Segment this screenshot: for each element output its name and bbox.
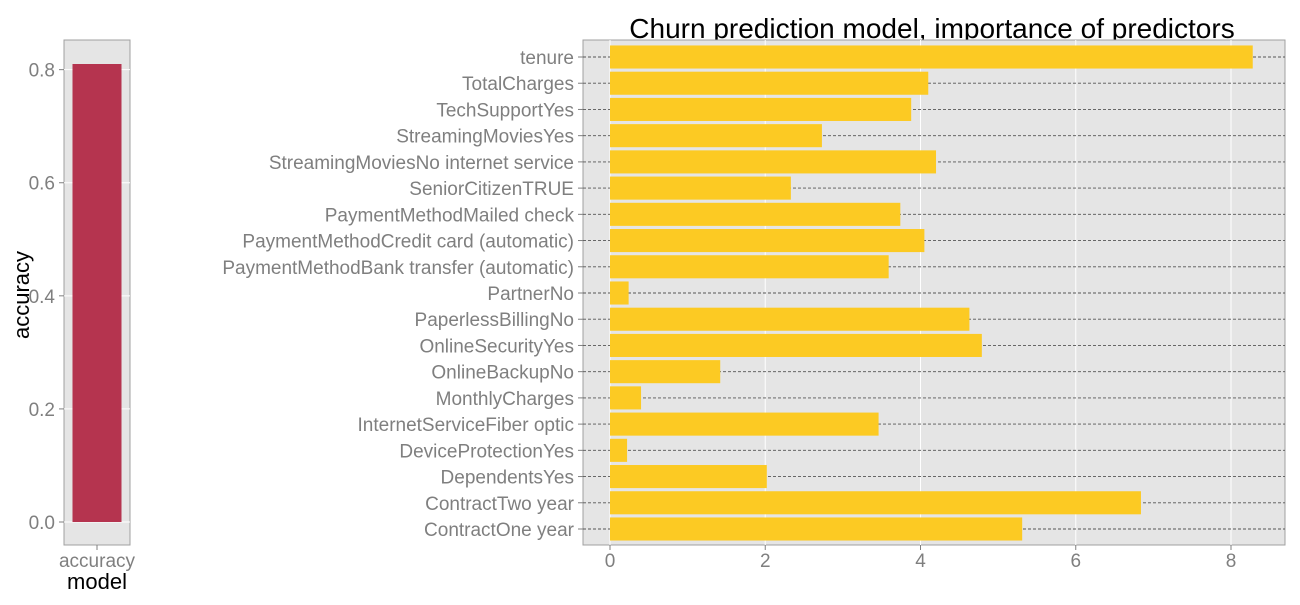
importance-y-tick-label: tenure xyxy=(520,48,574,69)
importance-y-tick-label: ContractOne year xyxy=(424,520,575,541)
importance-bars xyxy=(610,45,1253,541)
accuracy-y-tick-label: 0.2 xyxy=(29,400,55,421)
accuracy-y-tick-label: 0.6 xyxy=(29,174,55,195)
importance-bar xyxy=(610,229,925,253)
importance-y-ticks: tenure TotalCharges TechSupportYes Streamin… xyxy=(222,48,583,541)
importance-bar xyxy=(610,333,982,357)
accuracy-x-tick-label: accuracy xyxy=(59,551,136,572)
accuracy-y-axis-title: accuracy xyxy=(9,251,34,339)
importance-x-tick-label: 8 xyxy=(1226,551,1237,572)
importance-bar xyxy=(610,491,1141,515)
accuracy-y-tick-label: 0.8 xyxy=(29,61,55,82)
accuracy-x-axis-title: model xyxy=(67,569,127,594)
importance-y-tick-label: TechSupportYes xyxy=(436,100,574,121)
importance-bar xyxy=(610,255,889,279)
importance-bar xyxy=(610,360,721,384)
importance-x-tick-label: 6 xyxy=(1070,551,1081,572)
importance-bar xyxy=(610,517,1023,541)
importance-bar xyxy=(610,150,937,174)
accuracy-y-tick-label: 0.0 xyxy=(29,513,55,534)
importance-bar xyxy=(610,97,912,121)
importance-y-tick-label: StreamingMoviesNo internet service xyxy=(269,153,574,174)
accuracy-y-tick-label: 0.4 xyxy=(29,287,56,308)
chart-title: Churn prediction model, importance of pr… xyxy=(629,13,1234,44)
importance-y-tick-label: SeniorCitizenTRUE xyxy=(409,179,574,200)
importance-y-tick-label: PaperlessBillingNo xyxy=(415,310,574,331)
importance-bar xyxy=(610,71,929,95)
importance-bar xyxy=(610,124,822,148)
importance-bar xyxy=(610,281,629,305)
importance-y-tick-label: PaymentMethodMailed check xyxy=(325,205,575,226)
importance-y-tick-label: OnlineBackupNo xyxy=(431,363,574,384)
importance-y-tick-label: OnlineSecurityYes xyxy=(419,336,574,357)
accuracy-bars xyxy=(72,64,122,522)
importance-bar xyxy=(610,412,879,436)
accuracy-x-ticks: accuracy xyxy=(59,545,136,572)
importance-y-tick-label: TotalCharges xyxy=(462,74,574,95)
importance-x-tick-label: 0 xyxy=(605,551,616,572)
importance-x-ticks: 0 2 4 6 8 xyxy=(605,545,1237,572)
importance-y-tick-label: ContractTwo year xyxy=(425,494,575,515)
importance-chart: Churn prediction model, importance of pr… xyxy=(222,13,1286,572)
importance-bar xyxy=(610,386,642,410)
importance-bar xyxy=(610,176,791,200)
importance-bar xyxy=(610,202,901,226)
accuracy-bar xyxy=(72,64,122,522)
importance-y-tick-label: PartnerNo xyxy=(487,284,574,305)
accuracy-y-ticks: 0.0 0.2 0.4 0.6 0.8 xyxy=(29,61,64,534)
importance-bar xyxy=(610,465,767,489)
importance-y-tick-label: DeviceProtectionYes xyxy=(399,441,574,462)
importance-bar xyxy=(610,307,970,331)
accuracy-chart: 0.0 0.2 0.4 0.6 0.8 accuracy accuracy model xyxy=(9,39,136,594)
importance-y-tick-label: InternetServiceFiber optic xyxy=(358,415,575,436)
importance-y-tick-label: MonthlyCharges xyxy=(436,389,574,410)
importance-x-tick-label: 2 xyxy=(760,551,771,572)
importance-bar xyxy=(610,438,628,462)
importance-y-tick-label: DependentsYes xyxy=(441,468,574,489)
importance-bar xyxy=(610,45,1253,69)
importance-y-tick-label: StreamingMoviesYes xyxy=(396,127,574,148)
importance-x-tick-label: 4 xyxy=(915,551,926,572)
importance-y-tick-label: PaymentMethodCredit card (automatic) xyxy=(242,232,574,253)
importance-y-tick-label: PaymentMethodBank transfer (automatic) xyxy=(222,258,574,279)
